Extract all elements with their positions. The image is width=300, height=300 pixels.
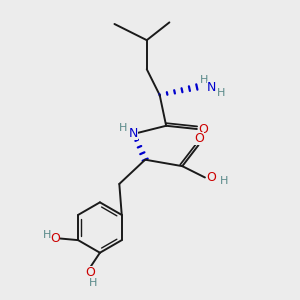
Text: O: O (198, 122, 208, 136)
Text: H: H (200, 75, 208, 85)
Text: O: O (206, 171, 216, 184)
Text: H: H (89, 278, 98, 288)
Text: O: O (194, 131, 204, 145)
Text: O: O (50, 232, 60, 245)
Text: N: N (207, 81, 217, 94)
Text: N: N (128, 127, 138, 140)
Text: H: H (43, 230, 51, 240)
Text: O: O (85, 266, 95, 279)
Text: H: H (119, 123, 128, 133)
Text: H: H (220, 176, 228, 186)
Text: H: H (217, 88, 225, 98)
